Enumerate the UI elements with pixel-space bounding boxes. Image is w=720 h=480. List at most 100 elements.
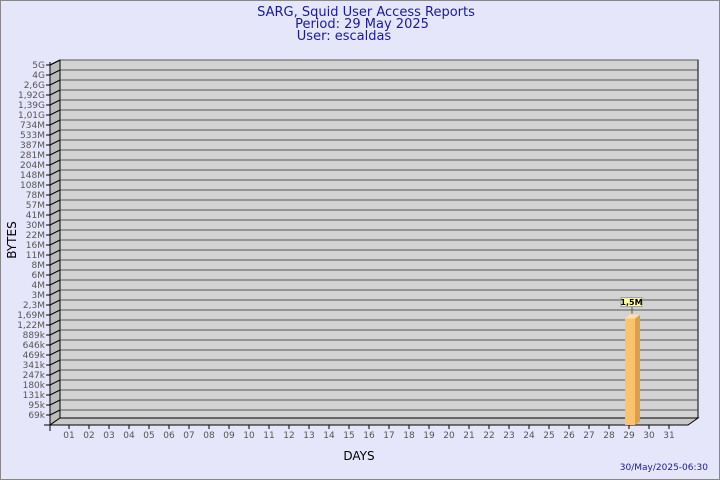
x-tick-label: 27 [583, 431, 594, 441]
y-tick-label: 41M [26, 211, 45, 221]
chart-subtitle-period: Period: 29 May 2025 [295, 17, 429, 32]
x-tick-label: 05 [143, 431, 154, 441]
gridline-side [49, 329, 61, 336]
y-tick-label: 1,39G [18, 101, 45, 111]
y-tick-label: 889k [23, 331, 46, 341]
x-tick-label: 19 [423, 431, 435, 441]
y-tick-label: 1,92G [18, 91, 45, 101]
x-tick-label: 06 [163, 431, 175, 441]
gridline-side [49, 269, 61, 276]
gridline-side [49, 89, 61, 96]
y-tick-label: 22M [26, 231, 45, 241]
x-axis-label: DAYS [343, 449, 374, 463]
y-tick-label: 469k [23, 351, 46, 361]
gridline-side [49, 379, 61, 386]
x-tick-label: 02 [83, 431, 94, 441]
x-tick-label: 24 [523, 431, 535, 441]
x-tick-label: 20 [443, 431, 455, 441]
y-tick-label: 734M [20, 121, 45, 131]
x-tick-label: 23 [503, 431, 514, 441]
x-tick-label: 17 [383, 431, 394, 441]
gridline-side [49, 199, 61, 206]
x-tick-label: 07 [183, 431, 194, 441]
gridline-side [49, 139, 61, 146]
x-tick-label: 09 [223, 431, 235, 441]
gridline-side [49, 209, 61, 216]
gridline-side [49, 129, 61, 136]
y-tick-label: 57M [26, 201, 45, 211]
x-tick-label: 31 [663, 431, 674, 441]
gridline-side [49, 239, 61, 246]
gridline-side [49, 149, 61, 156]
y-tick-label: 2,6G [24, 81, 45, 91]
gridline-side [49, 79, 61, 86]
gridline-side [49, 99, 61, 106]
y-tick-label: 95k [28, 401, 45, 411]
y-tick-label: 11M [26, 251, 45, 261]
bar-side [635, 314, 640, 425]
x-tick-label: 01 [63, 431, 74, 441]
gridline-side [49, 369, 61, 376]
y-tick-label: 180k [23, 381, 46, 391]
gridline-side [49, 279, 61, 286]
x-tick-label: 03 [103, 431, 114, 441]
gridline-side [49, 409, 61, 416]
x-tick-label: 14 [323, 431, 335, 441]
x-tick-label: 30 [643, 431, 655, 441]
y-tick-label: 2,3M [23, 301, 45, 311]
x-tick-label: 11 [263, 431, 274, 441]
gridline-side [49, 249, 61, 256]
x-tick-label: 04 [123, 431, 135, 441]
y-tick-label: 646k [23, 341, 46, 351]
y-tick-label: 3M [32, 291, 46, 301]
y-tick-label: 30M [26, 221, 45, 231]
x-tick-label: 13 [303, 431, 314, 441]
x-tick-label: 26 [563, 431, 575, 441]
gridline-side [49, 169, 61, 176]
plot-back-wall [59, 59, 699, 419]
x-tick-label: 25 [543, 431, 554, 441]
y-tick-label: 78M [26, 191, 45, 201]
gridline-side [49, 119, 61, 126]
gridline-side [49, 259, 61, 266]
gridline-side [49, 189, 61, 196]
x-tick-label: 12 [283, 431, 294, 441]
y-tick-label: 281M [20, 151, 45, 161]
y-tick-label: 4M [32, 281, 46, 291]
gridline-side [49, 309, 61, 316]
y-tick-label: 533M [20, 131, 45, 141]
gridline-side [49, 159, 61, 166]
y-tick-label: 5G [32, 61, 45, 71]
y-tick-label: 108M [20, 181, 45, 191]
x-tick-label: 28 [603, 431, 615, 441]
x-tick-label: 21 [463, 431, 474, 441]
x-tick-label: 22 [483, 431, 494, 441]
y-tick-label: 16M [26, 241, 45, 251]
gridline-side [49, 359, 61, 366]
y-tick-label: 69k [28, 411, 45, 421]
x-tick-label: 29 [623, 431, 635, 441]
gridline-side [49, 299, 61, 306]
gridline-side [49, 109, 61, 116]
data-label-box [620, 297, 643, 308]
y-tick-label: 131k [23, 391, 46, 401]
bar [625, 318, 635, 425]
gridline-side [49, 69, 61, 76]
gridline-side [49, 59, 61, 66]
y-tick-label: 4G [32, 71, 45, 81]
y-tick-label: 387M [20, 141, 45, 151]
gridline-side [49, 289, 61, 296]
y-tick-label: 1,01G [18, 111, 45, 121]
bar-top [625, 314, 640, 319]
y-tick-label: 1,22M [17, 321, 45, 331]
timestamp: 30/May/2025-06:30 [620, 463, 708, 473]
gridline-side [49, 389, 61, 396]
gridline-side [49, 219, 61, 226]
gridline-side [49, 349, 61, 356]
chart-title: SARG, Squid User Access Reports [257, 5, 475, 20]
y-tick-label: 148M [20, 171, 45, 181]
y-axis-label: BYTES [5, 221, 19, 258]
y-tick-label: 204M [20, 161, 45, 171]
x-tick-label: 08 [203, 431, 215, 441]
